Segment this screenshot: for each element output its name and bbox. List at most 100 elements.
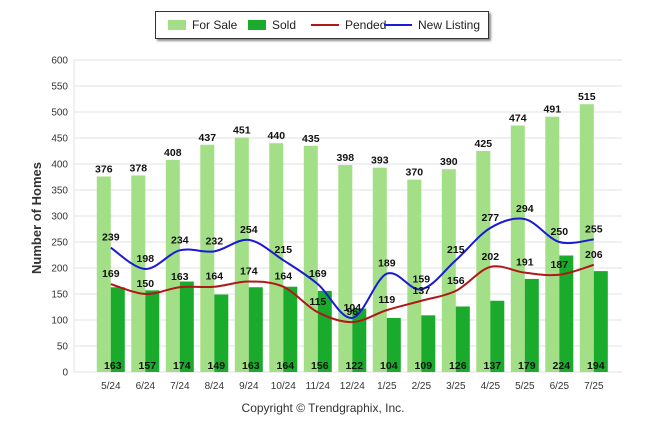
y-tick-label: 200: [51, 264, 68, 275]
x-tick-label: 12/24: [340, 381, 365, 392]
bar-for-sale: [269, 143, 284, 372]
x-tick-label: 6/24: [136, 381, 156, 392]
bars: [96, 104, 608, 373]
legend-item-for-sale: For Sale: [168, 12, 237, 38]
label-pended: 164: [275, 271, 293, 283]
legend-label-sold: Sold: [272, 18, 297, 32]
label-pended: 115: [309, 296, 326, 308]
label-sold: 224: [553, 360, 571, 372]
y-tick-label: 50: [57, 342, 69, 353]
label-new-listing: 254: [240, 224, 258, 236]
label-pended: 187: [551, 259, 569, 271]
bar-for-sale: [545, 116, 560, 373]
label-for-sale: 390: [440, 156, 458, 168]
y-tick-label: 300: [51, 212, 68, 223]
x-tick-label: 11/24: [306, 381, 331, 392]
x-tick-label: 4/25: [481, 381, 501, 392]
bar-sold: [490, 300, 505, 372]
x-tick-label: 1/25: [377, 381, 397, 392]
bar-for-sale: [131, 175, 146, 372]
label-pended: 174: [240, 266, 258, 278]
label-for-sale: 398: [337, 152, 355, 164]
bar-for-sale: [338, 165, 353, 372]
y-tick-label: 400: [51, 160, 68, 171]
x-tick-label: 7/25: [584, 381, 604, 392]
bar-for-sale: [476, 151, 491, 372]
bar-sold: [110, 287, 125, 372]
label-for-sale: 425: [475, 138, 493, 150]
bar-sold: [421, 315, 436, 372]
legend-swatch-sold: [248, 20, 266, 30]
bar-sold: [352, 308, 367, 372]
x-axis-ticks: 5/24 6/24 7/24 8/24 9/24 10/24 11/24 12/24 1/25 2…: [101, 381, 604, 392]
bar-sold: [214, 294, 229, 372]
label-new-listing: 159: [413, 273, 431, 285]
label-sold: 163: [104, 360, 122, 372]
copyright-text: Copyright © Trendgraphix, Inc.: [241, 401, 405, 415]
label-sold: 126: [449, 360, 467, 372]
label-sold: 122: [346, 360, 364, 372]
legend-label-pended: Pended: [345, 18, 387, 32]
bar-sold: [386, 317, 401, 372]
label-pended: 119: [378, 294, 395, 306]
legend-label-for-sale: For Sale: [192, 18, 238, 32]
y-axis-ticks: 0 50 100 150 200 250 300 350 400 450 500 550 600: [51, 56, 68, 379]
label-pended: 206: [585, 249, 603, 261]
label-sold: 164: [277, 360, 295, 372]
label-for-sale: 376: [95, 163, 113, 175]
label-for-sale: 474: [509, 113, 527, 125]
bar-for-sale: [165, 159, 180, 372]
legend-item-sold: Sold: [248, 12, 296, 38]
label-for-sale: 437: [199, 132, 217, 144]
label-pended: 191: [516, 257, 534, 269]
label-pended: 150: [137, 278, 155, 290]
bar-sold: [593, 271, 608, 372]
label-sold: 149: [208, 360, 226, 372]
label-new-listing: 277: [482, 212, 500, 224]
bar-sold: [524, 278, 539, 372]
y-tick-label: 0: [62, 368, 68, 379]
label-for-sale: 393: [371, 155, 389, 167]
label-for-sale: 515: [578, 91, 596, 103]
x-tick-label: 6/25: [550, 381, 570, 392]
legend-item-new-listing: New Listing: [384, 12, 480, 38]
label-for-sale: 491: [544, 104, 562, 116]
label-sold: 137: [484, 360, 502, 372]
label-new-listing: 232: [206, 235, 224, 247]
label-pended: 163: [171, 271, 189, 283]
label-sold: 174: [173, 360, 191, 372]
line-pended: [110, 263, 595, 324]
bar-sold: [559, 255, 574, 372]
y-tick-label: 350: [51, 186, 68, 197]
label-for-sale: 435: [302, 133, 320, 145]
x-tick-label: 7/24: [170, 381, 190, 392]
legend-line-new-listing: [384, 24, 412, 26]
label-sold: 156: [311, 360, 329, 372]
bar-for-sale: [200, 144, 215, 372]
label-sold: 194: [587, 360, 605, 372]
label-new-listing: 239: [102, 232, 120, 244]
label-sold: 179: [518, 360, 536, 372]
bar-for-sale: [579, 104, 594, 372]
bar-for-sale: [234, 137, 249, 372]
legend-item-pended: Pended: [311, 12, 386, 38]
x-tick-label: 10/24: [271, 381, 296, 392]
bar-for-sale: [96, 176, 111, 372]
label-for-sale: 451: [233, 124, 251, 136]
bar-for-sale: [441, 169, 456, 372]
label-for-sale: 370: [406, 167, 424, 179]
y-tick-label: 450: [51, 134, 68, 145]
label-new-listing: 234: [171, 234, 189, 246]
label-pended: 202: [482, 251, 500, 263]
series-lines: [110, 217, 595, 324]
label-for-sale: 378: [130, 162, 148, 174]
y-tick-label: 150: [51, 290, 68, 301]
label-sold: 157: [139, 360, 157, 372]
line-new-listing: [110, 217, 594, 319]
label-pended: 169: [102, 268, 120, 280]
label-new-listing: 215: [447, 244, 465, 256]
label-pended: 156: [447, 275, 465, 287]
bar-sold: [317, 290, 332, 372]
x-tick-label: 5/24: [101, 381, 121, 392]
